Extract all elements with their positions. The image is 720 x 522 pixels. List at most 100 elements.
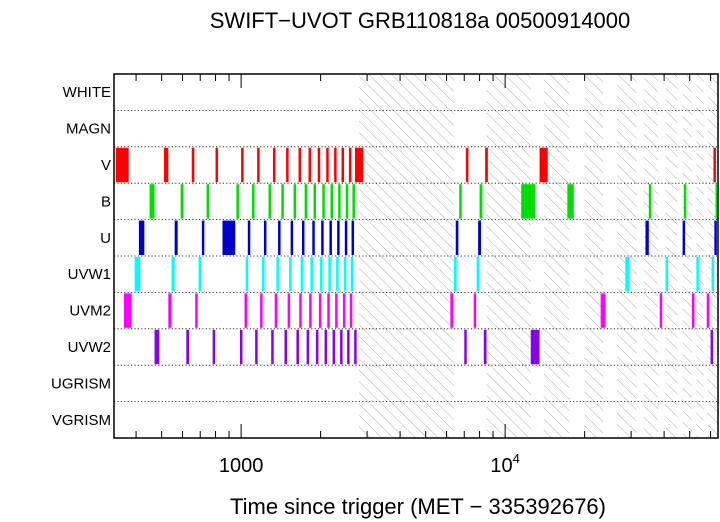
row-label-uvw2: UVW2	[68, 339, 111, 356]
exposure-bar-uvw2	[464, 329, 467, 365]
x-tick-label: 104	[490, 451, 519, 477]
exposure-bar-b	[648, 184, 652, 219]
exposure-bar-v	[713, 147, 716, 183]
hatched-intervals	[359, 74, 718, 438]
hatched-interval-6	[665, 74, 678, 438]
exposure-bar-uvm2	[318, 293, 322, 328]
exposure-bar-u	[290, 220, 294, 255]
exposure-bar-uvw2	[710, 329, 714, 365]
exposure-bar-b	[567, 184, 574, 219]
exposure-bar-u	[138, 220, 145, 255]
exposure-bar-v	[257, 147, 260, 183]
exposure-bar-b	[206, 184, 210, 219]
row-label-white: WHITE	[63, 84, 111, 101]
exposure-bar-b	[715, 184, 718, 219]
exposure-bar-v	[191, 147, 195, 183]
exposure-bar-uvw2	[530, 329, 540, 365]
exposure-bars	[115, 147, 718, 365]
exposure-bar-v	[215, 147, 219, 183]
exposure-bar-b	[180, 184, 184, 219]
row-label-uvm2: UVM2	[69, 303, 111, 320]
exposure-bar-uvw1	[336, 257, 339, 292]
x-axis-label: Time since trigger (MET − 335392676)	[230, 494, 606, 519]
exposure-bar-u	[478, 220, 481, 255]
exposure-bar-uvm2	[600, 293, 606, 328]
exposure-bar-uvm2	[309, 293, 312, 328]
exposure-bar-uvw2	[315, 329, 319, 365]
exposure-bar-b	[683, 184, 687, 219]
exposure-bar-uvm2	[168, 293, 172, 328]
hatched-interval-4	[616, 74, 637, 438]
exposure-bar-uvw1	[134, 257, 141, 292]
exposure-bar-u	[222, 220, 236, 255]
hatched-interval-8	[696, 74, 704, 438]
exposure-bar-b	[459, 184, 462, 219]
row-label-v: V	[101, 157, 111, 174]
exposure-bar-uvw1	[625, 257, 630, 292]
exposure-bar-u	[278, 220, 281, 255]
exposure-bar-uvw1	[198, 257, 202, 292]
exposure-bar-uvw1	[350, 257, 354, 292]
exposure-bar-v	[317, 147, 321, 183]
exposure-bar-uvm2	[327, 293, 330, 328]
exposure-bar-v	[465, 147, 469, 183]
exposure-bar-uvm2	[260, 293, 263, 328]
exposure-bar-v	[163, 147, 169, 183]
exposure-bar-v	[241, 147, 244, 183]
exposure-bar-uvw1	[328, 257, 331, 292]
exposure-bar-v	[485, 147, 488, 183]
row-label-b: B	[101, 193, 111, 210]
exposure-bar-uvw2	[154, 329, 160, 365]
exposure-bar-uvw1	[665, 257, 669, 292]
exposure-bar-uvw2	[332, 329, 336, 365]
x-tick-label: 1000	[219, 455, 264, 477]
exposure-bar-uvm2	[335, 293, 338, 328]
exposure-bar-v	[326, 147, 329, 183]
exposure-bar-b	[479, 184, 483, 219]
exposure-bar-v	[286, 147, 289, 183]
exposure-bar-uvm2	[349, 293, 353, 328]
x-tick-labels: 1000 104	[219, 451, 520, 477]
exposure-bar-uvw2	[340, 329, 343, 365]
exposure-bar-b	[304, 184, 308, 219]
exposure-bar-u	[247, 220, 251, 255]
exposure-bar-uvw2	[284, 329, 288, 365]
exposure-bar-uvm2	[244, 293, 248, 328]
row-label-uvw1: UVW1	[68, 266, 111, 283]
exposure-bar-uvw1	[300, 257, 304, 292]
exposure-bar-uvw1	[276, 257, 279, 292]
exposure-bar-v	[348, 147, 352, 183]
exposure-bar-b	[281, 184, 284, 219]
exposure-bar-v	[272, 147, 276, 183]
exposure-bar-uvw1	[320, 257, 323, 292]
exposure-bar-u	[344, 220, 348, 255]
exposure-bar-b	[293, 184, 297, 219]
exposure-bar-u	[645, 220, 649, 255]
exposure-bar-uvm2	[299, 293, 302, 328]
row-labels: WHITE MAGN V B U UVW1 UVM2 UVW2 UGRISM VGRISM	[51, 84, 111, 429]
exposure-bar-uvw1	[310, 257, 313, 292]
exposure-bar-v	[539, 147, 548, 183]
exposure-bar-uvm2	[274, 293, 278, 328]
exposure-bar-u	[714, 220, 717, 255]
exposure-bar-uvw2	[483, 329, 487, 365]
exposure-bar-v	[341, 147, 345, 183]
exposure-bar-uvw1	[171, 257, 175, 292]
exposure-bar-u	[301, 220, 305, 255]
exposure-bar-uvm2	[706, 293, 710, 328]
exposure-bar-uvm2	[659, 293, 663, 328]
exposure-bar-uvw2	[354, 329, 357, 365]
exposure-bar-u	[263, 220, 267, 255]
exposure-bar-b	[330, 184, 333, 219]
exposure-bar-uvw2	[255, 329, 258, 365]
exposure-bar-uvw2	[186, 329, 190, 365]
exposure-bar-uvw1	[711, 257, 715, 292]
exposure-bar-uvw2	[296, 329, 299, 365]
chart-title: SWIFT−UVOT GRB110818a 00500914000	[210, 8, 631, 33]
plot-frame	[113, 73, 719, 439]
exposure-bar-uvm2	[123, 293, 132, 328]
exposure-bar-uvw1	[696, 257, 699, 292]
exposure-bar-u	[174, 220, 178, 255]
exposure-bar-u	[312, 220, 315, 255]
